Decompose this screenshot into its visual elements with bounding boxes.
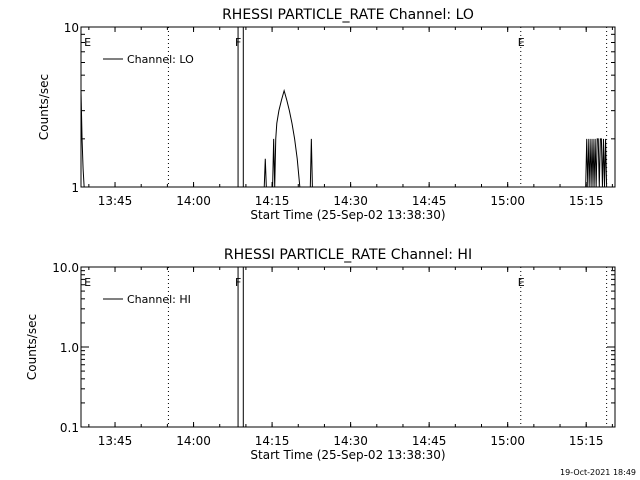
x-tick-label-hi: 14:45	[412, 434, 447, 448]
x-tick-label-hi: 14:30	[333, 434, 368, 448]
x-tick-label-hi: 14:15	[255, 434, 290, 448]
flag-label-hi: F	[235, 276, 241, 289]
x-axis-label-hi: Start Time (25-Sep-02 13:38:30)	[250, 448, 445, 462]
y-tick-label-hi: 1.0	[60, 341, 79, 355]
timestamp-label: 19-Oct-2021 18:49	[560, 468, 636, 477]
y-tick-label-lo: 10	[64, 21, 79, 35]
x-axis-label-lo: Start Time (25-Sep-02 13:38:30)	[250, 208, 445, 222]
legend-label-lo: Channel: LO	[127, 53, 194, 66]
y-tick-label-hi: 0.1	[60, 421, 79, 435]
x-tick-label-lo: 15:00	[490, 194, 525, 208]
flag-label-hi: E	[84, 276, 91, 289]
legend-label-hi: Channel: HI	[127, 293, 191, 306]
chart-hi: RHESSI PARTICLE_RATE Channel: HI 13:45 14:…	[25, 247, 616, 462]
flag-label-lo: E	[518, 36, 525, 49]
x-tick-label-hi: 15:15	[569, 434, 604, 448]
y-axis-label-lo: Counts/sec	[37, 74, 51, 140]
y-axis-label-hi: Counts/sec	[25, 314, 39, 380]
chart-title-hi: RHESSI PARTICLE_RATE Channel: HI	[224, 247, 472, 263]
flag-label-hi: E	[518, 276, 525, 289]
x-tick-label-hi: 13:45	[98, 434, 133, 448]
x-tick-label-lo: 13:45	[98, 194, 133, 208]
plot-frame-hi	[80, 266, 616, 428]
plot-frame-lo	[80, 26, 616, 188]
x-tick-label-lo: 15:15	[569, 194, 604, 208]
chart-lo: RHESSI PARTICLE_RATE Channel: LO 13:45 14:…	[37, 7, 616, 222]
x-tick-label-hi: 15:00	[490, 434, 525, 448]
flag-label-lo: E	[84, 36, 91, 49]
series-line-lo	[80, 88, 608, 188]
x-tick-label-lo: 14:15	[255, 194, 290, 208]
x-tick-label-lo: 14:45	[412, 194, 447, 208]
x-tick-label-lo: 14:00	[176, 194, 211, 208]
flag-label-lo: F	[235, 36, 241, 49]
chart-title-lo: RHESSI PARTICLE_RATE Channel: LO	[222, 7, 474, 23]
x-tick-label-hi: 14:00	[176, 434, 211, 448]
y-tick-label-hi: 10.0	[52, 261, 79, 275]
y-tick-label-lo: 1	[71, 181, 79, 195]
x-tick-label-lo: 14:30	[333, 194, 368, 208]
